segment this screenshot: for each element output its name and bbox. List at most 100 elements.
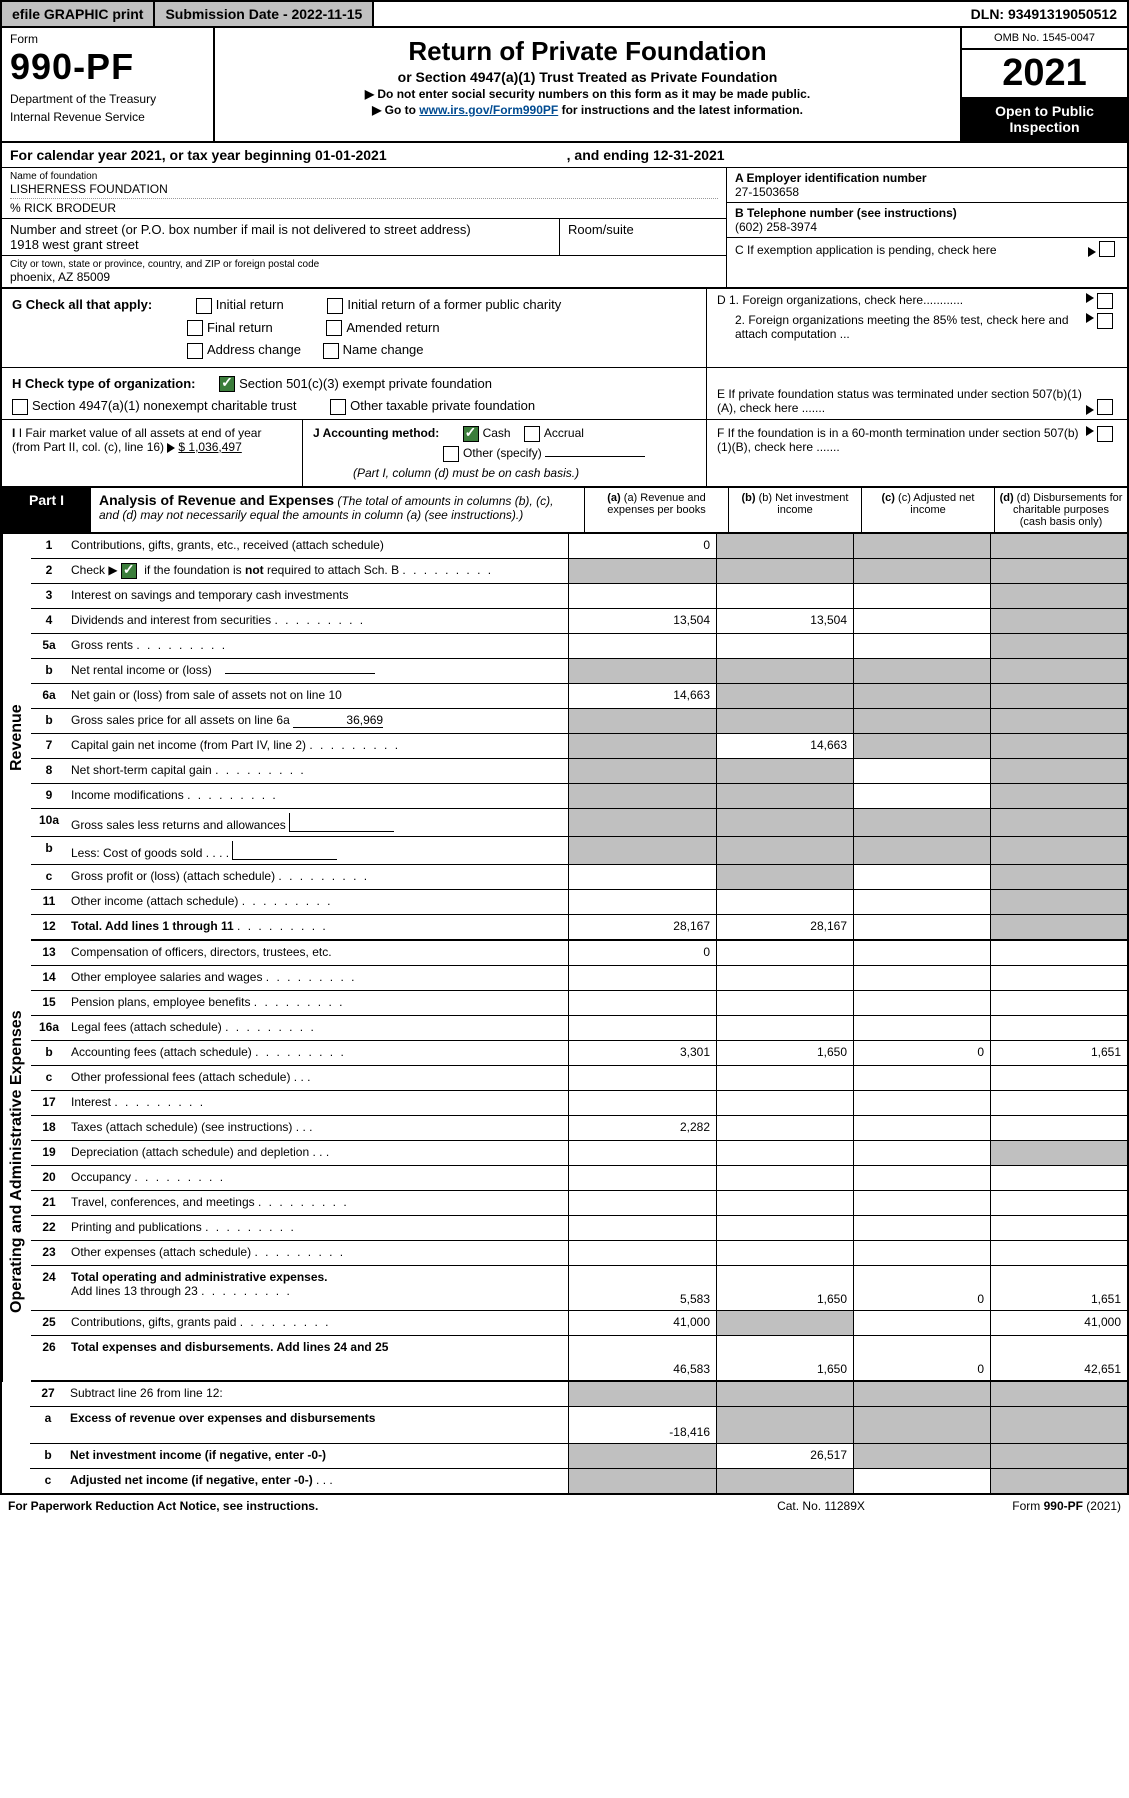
title-box: Return of Private Foundation or Section … [215, 28, 960, 141]
initial-former-checkbox[interactable] [327, 298, 343, 314]
h-label: H Check type of organization: [12, 376, 195, 391]
row-25: 25 Contributions, gifts, grants paid 41,… [31, 1311, 1127, 1336]
section-h: H Check type of organization: Section 50… [0, 368, 1129, 420]
row-2: 2 Check ▶ if the foundation is not requi… [31, 559, 1127, 584]
name-change-checkbox[interactable] [323, 343, 339, 359]
cash-checkbox[interactable] [463, 426, 479, 442]
amended-return-checkbox[interactable] [326, 320, 342, 336]
row-9: 9 Income modifications [31, 784, 1127, 809]
expenses-section: Operating and Administrative Expenses 13… [2, 941, 1127, 1382]
accrual-checkbox[interactable] [524, 426, 540, 442]
foreign-org-checkbox[interactable] [1097, 293, 1113, 309]
form-header: Form 990-PF Department of the Treasury I… [0, 28, 1129, 143]
room-suite-cell: Room/suite [560, 219, 726, 255]
row-5a: 5a Gross rents [31, 634, 1127, 659]
sch-b-checkbox[interactable] [121, 563, 137, 579]
row-19: 19 Depreciation (attach schedule) and de… [31, 1141, 1127, 1166]
gross-sales-6a: 36,969 [293, 713, 383, 728]
col-d-header: (d) (d) Disbursements for charitable pur… [994, 488, 1127, 532]
terminated-checkbox[interactable] [1097, 399, 1113, 415]
initial-return-checkbox[interactable] [196, 298, 212, 314]
street-address: 1918 west grant street [10, 237, 551, 252]
section-ij: I I Fair market value of all assets at e… [0, 420, 1129, 488]
part1-table: Part I Analysis of Revenue and Expenses … [0, 488, 1129, 1495]
row-27c: c Adjusted net income (if negative, ente… [30, 1469, 1127, 1493]
address-change-checkbox[interactable] [187, 343, 203, 359]
row-11: 11 Other income (attach schedule) [31, 890, 1127, 915]
irs-link[interactable]: www.irs.gov/Form990PF [419, 103, 558, 117]
row-10c: c Gross profit or (loss) (attach schedul… [31, 865, 1127, 890]
row-7: 7 Capital gain net income (from Part IV,… [31, 734, 1127, 759]
street-cell: Number and street (or P.O. box number if… [2, 219, 560, 255]
row-6a: 6a Net gain or (loss) from sale of asset… [31, 684, 1127, 709]
city-cell: City or town, state or province, country… [2, 256, 726, 287]
ein-cell: A Employer identification number 27-1503… [727, 168, 1127, 203]
ein-value: 27-1503658 [735, 185, 1119, 199]
efile-print-button[interactable]: efile GRAPHIC print [2, 2, 155, 26]
omb-number: OMB No. 1545-0047 [962, 28, 1127, 50]
row-8: 8 Net short-term capital gain [31, 759, 1127, 784]
form-page: efile GRAPHIC print Submission Date - 20… [0, 0, 1129, 1517]
row-6b: b Gross sales price for all assets on li… [31, 709, 1127, 734]
row-18: 18 Taxes (attach schedule) (see instruct… [31, 1116, 1127, 1141]
top-bar: efile GRAPHIC print Submission Date - 20… [0, 0, 1129, 28]
part1-label: Part I [2, 488, 91, 532]
row-27a: a Excess of revenue over expenses and di… [30, 1407, 1127, 1444]
cal-year-text: For calendar year 2021, or tax year begi… [10, 147, 387, 163]
row-16b: b Accounting fees (attach schedule) 3,30… [31, 1041, 1127, 1066]
col-c-header: (c) (c) Adjusted net income [861, 488, 994, 532]
row-10a: 10a Gross sales less returns and allowan… [31, 809, 1127, 837]
g-label: G Check all that apply: [12, 297, 152, 312]
form-title: Return of Private Foundation [221, 36, 954, 67]
row-27: 27 Subtract line 26 from line 12: [30, 1382, 1127, 1407]
other-taxable-checkbox[interactable] [330, 399, 346, 415]
entity-info: Name of foundation LISHERNESS FOUNDATION… [0, 168, 1129, 289]
revenue-section: Revenue 1 Contributions, gifts, grants, … [2, 534, 1127, 941]
ssn-warning: ▶ Do not enter social security numbers o… [221, 87, 954, 101]
pointer-icon [1086, 405, 1094, 415]
section-g: G Check all that apply: Initial return I… [0, 289, 1129, 368]
row-23: 23 Other expenses (attach schedule) [31, 1241, 1127, 1266]
col-a-header: (a) (a) Revenue and expenses per books [584, 488, 728, 532]
cash-basis-note: (Part I, column (d) must be on cash basi… [353, 466, 696, 480]
85pct-checkbox[interactable] [1097, 313, 1113, 329]
cal-year-end: , and ending 12-31-2021 [567, 147, 725, 163]
row-24: 24 Total operating and administrative ex… [31, 1266, 1127, 1311]
row-27b: b Net investment income (if negative, en… [30, 1444, 1127, 1469]
open-to-public: Open to Public Inspection [962, 97, 1127, 141]
other-method-checkbox[interactable] [443, 446, 459, 462]
501c3-checkbox[interactable] [219, 376, 235, 392]
row-26: 26 Total expenses and disbursements. Add… [31, 1336, 1127, 1382]
60month-checkbox[interactable] [1097, 426, 1113, 442]
part1-header: Part I Analysis of Revenue and Expenses … [2, 488, 1127, 534]
page-footer: For Paperwork Reduction Act Notice, see … [0, 1495, 1129, 1517]
d2-85pct: 2. Foreign organizations meeting the 85%… [717, 313, 1086, 341]
pointer-icon [1088, 247, 1096, 257]
care-of: % RICK BRODEUR [10, 198, 718, 215]
form-number: 990-PF [10, 46, 205, 88]
fmv-value: $ 1,036,497 [178, 440, 241, 454]
cat-number: Cat. No. 11289X [721, 1499, 921, 1513]
4947-checkbox[interactable] [12, 399, 28, 415]
pointer-icon [1086, 293, 1094, 303]
part1-title: Analysis of Revenue and Expenses (The to… [91, 488, 584, 532]
city-state-zip: phoenix, AZ 85009 [10, 270, 718, 284]
pra-notice: For Paperwork Reduction Act Notice, see … [8, 1499, 721, 1513]
col-b-header: (b) (b) Net investment income [728, 488, 861, 532]
expenses-side-label: Operating and Administrative Expenses [2, 941, 31, 1382]
final-return-checkbox[interactable] [187, 320, 203, 336]
row-12: 12 Total. Add lines 1 through 11 28,1672… [31, 915, 1127, 941]
fmv-box: I I Fair market value of all assets at e… [2, 420, 302, 486]
row-22: 22 Printing and publications [31, 1216, 1127, 1241]
phone-value: (602) 258-3974 [735, 220, 1119, 234]
form-subtitle: or Section 4947(a)(1) Trust Treated as P… [221, 69, 954, 85]
calendar-year-row: For calendar year 2021, or tax year begi… [0, 143, 1129, 168]
foundation-name: LISHERNESS FOUNDATION [10, 182, 718, 196]
exemption-checkbox[interactable] [1099, 241, 1115, 257]
d1-foreign: D 1. Foreign organizations, check here..… [717, 293, 1086, 309]
form-footer-label: Form 990-PF (2021) [921, 1499, 1121, 1513]
form-word: Form [10, 32, 205, 46]
row-16a: 16a Legal fees (attach schedule) [31, 1016, 1127, 1041]
f-60month: F If the foundation is in a 60-month ter… [706, 420, 1127, 486]
accounting-method: J Accounting method: Cash Accrual Other … [302, 420, 706, 486]
